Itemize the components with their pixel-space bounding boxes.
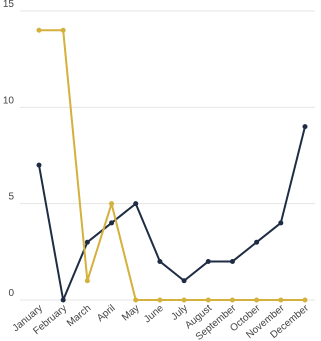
series-line-1 [39, 29, 305, 301]
y-tick-label: 5 [8, 192, 14, 203]
series-1 [36, 27, 308, 303]
x-tick-label: March [65, 303, 93, 329]
data-point [302, 297, 308, 303]
data-point [181, 278, 187, 284]
data-point [254, 239, 260, 245]
series-line-0 [38, 126, 306, 301]
data-point [84, 239, 90, 245]
data-point [133, 201, 139, 207]
data-point [302, 124, 308, 130]
data-point [109, 201, 115, 207]
data-point [205, 258, 211, 264]
data-point [254, 297, 260, 303]
data-point [278, 220, 284, 226]
data-point [84, 278, 90, 284]
x-tick-label: May [120, 303, 142, 324]
y-tick-label: 0 [8, 288, 14, 299]
data-point [157, 297, 163, 303]
x-tick-label: June [142, 303, 166, 326]
data-point [109, 220, 115, 226]
data-point [133, 297, 139, 303]
grid-lines [20, 10, 315, 301]
data-point [60, 297, 66, 303]
data-point [229, 258, 235, 264]
series-layer [36, 27, 308, 303]
data-point [36, 27, 42, 33]
y-tick-label: 15 [3, 0, 15, 10]
y-tick-label: 10 [3, 95, 15, 106]
data-point [229, 297, 235, 303]
data-point [157, 258, 163, 264]
x-tick-label: April [95, 303, 117, 324]
y-axis-tick-labels: 0 5 10 15 [3, 0, 15, 299]
data-point [60, 27, 66, 33]
data-point [36, 162, 42, 168]
data-point [278, 297, 284, 303]
data-point [205, 297, 211, 303]
series-0 [36, 124, 308, 303]
data-point [181, 297, 187, 303]
